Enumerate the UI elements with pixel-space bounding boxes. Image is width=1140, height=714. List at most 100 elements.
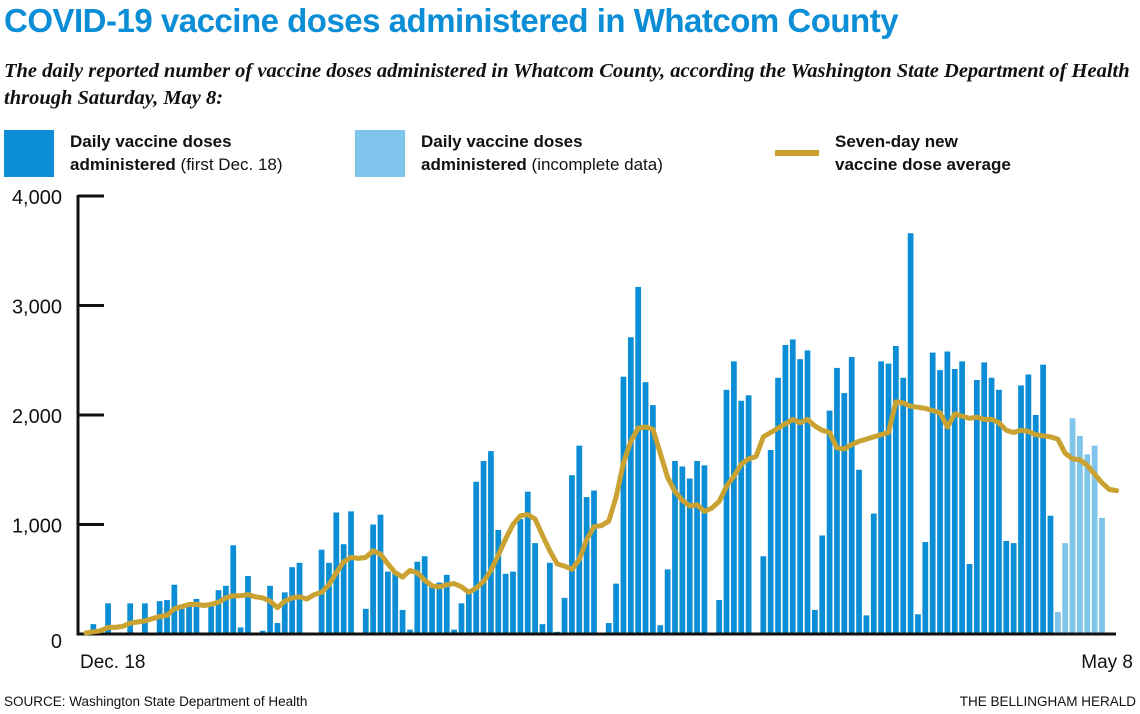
bar-complete	[399, 609, 406, 634]
bar-complete	[620, 376, 627, 634]
legend-label-bold: administered	[70, 155, 176, 174]
chart-plot-area: 0 1,000 2,000 3,000 4,000 Dec. 18 May 8	[12, 187, 1133, 673]
bar-complete	[524, 491, 531, 634]
y-tick-label: 2,000	[12, 406, 62, 428]
bar-complete	[907, 233, 914, 635]
bar-complete	[230, 545, 237, 634]
bar-complete	[944, 351, 951, 634]
bar-complete	[267, 585, 273, 634]
bar-complete	[929, 352, 936, 634]
chart-subtitle: The daily reported number of vaccine dos…	[4, 60, 1130, 109]
y-tick-label: 0	[51, 631, 62, 653]
y-axis	[76, 194, 1116, 636]
bar-complete	[892, 346, 899, 634]
bar-incomplete	[1077, 435, 1083, 634]
legend-label-bold: vaccine dose average	[835, 155, 1011, 174]
bar-complete	[326, 562, 332, 634]
bar-complete	[701, 465, 708, 634]
bar-complete	[775, 377, 781, 634]
bar-complete	[414, 561, 421, 634]
bar-complete	[281, 592, 288, 634]
bar-complete	[421, 556, 428, 634]
bar-incomplete	[1069, 418, 1076, 634]
bar-complete	[885, 363, 892, 634]
bar-complete	[686, 478, 693, 634]
bar-complete	[627, 337, 634, 634]
bar-complete	[539, 624, 546, 634]
bar-complete	[848, 356, 855, 634]
bar-complete	[723, 389, 730, 634]
bar-complete	[443, 574, 450, 634]
bar-complete	[738, 400, 745, 634]
bar-complete	[495, 529, 502, 634]
bar-complete	[613, 583, 619, 634]
bar-complete	[340, 544, 347, 634]
bar-complete	[488, 451, 494, 634]
bar-complete	[745, 395, 752, 634]
bar-complete	[834, 367, 840, 634]
bar-complete	[870, 513, 877, 634]
bar-complete	[591, 490, 597, 634]
bar-complete	[657, 625, 664, 634]
bar-complete	[1040, 364, 1046, 634]
bar-complete	[841, 393, 848, 634]
bar-complete	[245, 575, 251, 634]
bar-complete	[127, 603, 134, 634]
bar-complete	[605, 623, 612, 634]
seven-day-average-line	[83, 399, 1120, 636]
bar-complete	[473, 481, 480, 634]
x-label-end: May 8	[1081, 652, 1133, 673]
bar-incomplete	[1062, 543, 1069, 634]
bar-complete	[973, 379, 980, 634]
bar-complete	[900, 377, 907, 634]
publisher-credit: THE BELLINGHAM HERALD	[959, 694, 1136, 709]
legend-item-incomplete: Daily vaccine doses administered (incomp…	[355, 130, 663, 177]
bar-complete	[465, 592, 472, 634]
bar-complete	[517, 519, 524, 634]
bar-complete	[348, 511, 354, 634]
bar-complete	[532, 543, 538, 634]
bar-complete	[635, 286, 642, 634]
bar-complete	[767, 450, 774, 634]
bar-complete	[90, 624, 97, 634]
bar-complete	[804, 350, 811, 634]
bar-complete	[1047, 515, 1054, 634]
bar-complete	[576, 445, 583, 634]
bar-incomplete	[1084, 454, 1091, 634]
bar-complete	[951, 369, 958, 634]
bar-complete	[237, 627, 244, 634]
bar-complete	[186, 605, 192, 634]
legend-label-line1: Daily vaccine doses	[421, 132, 583, 151]
bar-complete	[760, 556, 767, 634]
bar-complete	[583, 497, 590, 634]
bar-complete	[215, 590, 222, 634]
bar-complete	[1025, 374, 1032, 634]
bar-complete	[811, 609, 818, 634]
bar-complete	[988, 377, 995, 634]
bar-complete	[679, 466, 686, 634]
bar-complete	[664, 569, 671, 634]
bar-incomplete	[1099, 517, 1105, 634]
bar-complete	[193, 598, 200, 634]
bar-complete	[694, 460, 700, 634]
bar-complete	[1003, 540, 1010, 634]
bars-complete-group	[90, 233, 1054, 635]
bar-incomplete	[1054, 612, 1061, 634]
bar-complete	[716, 600, 723, 634]
bar-complete	[451, 629, 457, 634]
bar-complete	[259, 630, 266, 634]
bar-complete	[797, 359, 804, 634]
bar-complete	[569, 475, 575, 634]
bar-complete	[458, 603, 465, 634]
bar-complete	[996, 389, 1002, 634]
bar-complete	[856, 469, 862, 634]
legend-label-line1: Daily vaccine doses	[70, 132, 232, 151]
bar-complete	[105, 603, 111, 634]
bar-complete	[370, 524, 377, 634]
bar-complete	[650, 405, 656, 634]
bar-complete	[878, 361, 885, 634]
bar-complete	[672, 460, 678, 634]
bar-incomplete	[1091, 445, 1098, 634]
chart-title: COVID-19 vaccine doses administered in W…	[4, 2, 899, 39]
y-tick-label: 4,000	[12, 187, 62, 209]
